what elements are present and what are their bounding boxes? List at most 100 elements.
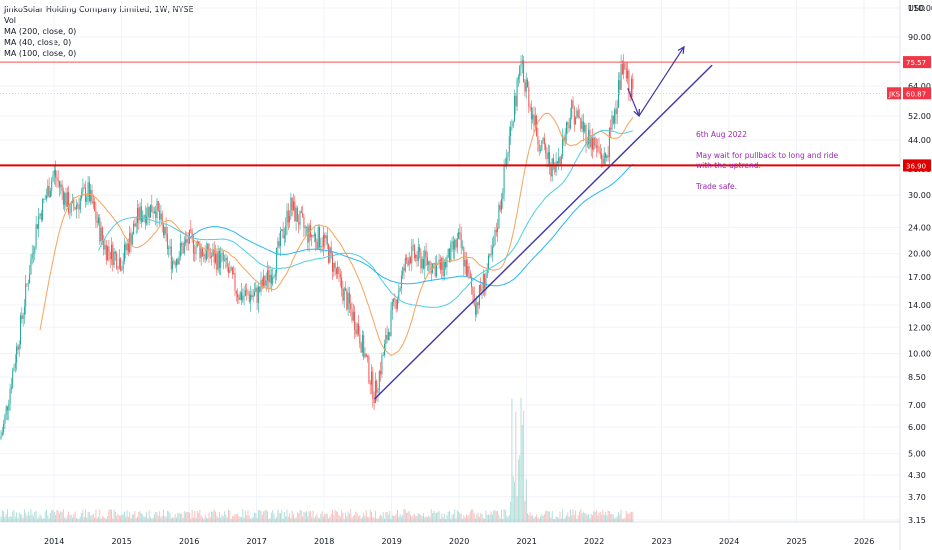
volume-bar <box>592 515 593 522</box>
candle-body <box>26 283 28 285</box>
candle-body <box>64 193 66 205</box>
candle-body <box>601 153 603 160</box>
volume-bar <box>248 515 250 522</box>
candle-body <box>135 223 137 227</box>
volume-bar <box>360 518 362 522</box>
candle-body <box>226 257 228 268</box>
candle-body <box>524 82 526 92</box>
candle-body <box>42 199 44 220</box>
candle-body <box>68 192 70 213</box>
time-tick-label: 2026 <box>854 537 874 546</box>
candle-body <box>126 243 128 251</box>
volume-bar <box>81 512 83 522</box>
volume-bar <box>267 511 268 522</box>
candle-body <box>400 275 402 289</box>
volume-bar <box>576 518 578 522</box>
candle-body <box>363 335 365 358</box>
volume-bar <box>229 510 231 522</box>
indicator-ma100[interactable]: MA (100, close, 0) <box>4 49 77 58</box>
candle-body <box>566 122 567 134</box>
candle-body <box>143 215 145 217</box>
indicator-ma200[interactable]: MA (200, close, 0) <box>4 27 77 36</box>
volume-bar <box>477 512 479 522</box>
candle-body <box>387 332 389 340</box>
volume-bar <box>534 516 536 522</box>
price-tick-label: 20.00 <box>908 250 931 259</box>
volume-bar <box>471 509 473 522</box>
candle-body <box>160 213 162 220</box>
volume-bar <box>194 510 196 522</box>
candle-body <box>316 242 318 249</box>
candle-body <box>352 311 354 321</box>
candle-body <box>169 246 171 249</box>
volume-bar <box>598 512 600 522</box>
volume-bar <box>428 515 430 522</box>
volume-bar <box>342 512 344 522</box>
volume-bar <box>346 516 348 522</box>
candle-body <box>380 371 382 375</box>
volume-bar <box>441 513 443 522</box>
candle-body <box>256 287 258 303</box>
volume-bar <box>135 518 137 522</box>
volume-bar <box>221 514 223 522</box>
volume-bar <box>468 515 470 522</box>
volume-bar <box>47 515 49 522</box>
volume-bar <box>413 513 415 522</box>
volume-bar <box>302 516 304 522</box>
candle-body <box>616 107 618 115</box>
volume-bar <box>493 510 495 522</box>
volume-bar <box>430 509 432 522</box>
volume-bar <box>300 510 302 522</box>
volume-bar <box>55 514 57 522</box>
candle-body <box>161 213 163 225</box>
candle-body <box>607 155 609 158</box>
candle-body <box>322 235 324 247</box>
price-tick-label: 8.50 <box>908 373 926 382</box>
indicator-ma40[interactable]: MA (40, close, 0) <box>4 38 72 47</box>
indicator-vol[interactable]: Vol <box>4 16 16 25</box>
candle-body <box>632 78 634 89</box>
candle-body <box>510 127 512 137</box>
pullback-arrow[interactable] <box>627 88 640 117</box>
volume-bar <box>623 518 625 522</box>
candle-body <box>47 185 49 196</box>
trend-line[interactable] <box>374 64 713 400</box>
candle-body <box>261 279 263 288</box>
candle-body <box>294 201 296 221</box>
candle-body <box>144 215 146 224</box>
volume-bar <box>23 509 25 522</box>
volume-bar <box>137 516 138 522</box>
volume-bar <box>113 509 115 522</box>
candle-body <box>315 234 317 243</box>
volume-bar <box>611 513 613 522</box>
candle-body <box>364 353 366 358</box>
candle-body <box>209 256 211 258</box>
candle-body <box>61 184 63 191</box>
projection-up-arrow[interactable] <box>638 46 685 117</box>
candle-body <box>251 294 253 298</box>
candle-body <box>99 217 101 242</box>
volume-bar <box>406 512 408 522</box>
candle-body <box>359 334 361 344</box>
candle-body <box>319 227 320 248</box>
price-tick-label: 64.00 <box>908 82 931 91</box>
candle-body <box>449 248 450 262</box>
volume-bar <box>369 509 371 522</box>
candle-body <box>472 287 474 295</box>
volume-bar <box>585 513 587 522</box>
projection-up-arrow-head <box>677 45 685 54</box>
volume-bar <box>51 509 53 522</box>
candle-body <box>242 295 244 301</box>
volume-bar <box>228 509 229 522</box>
candle-body <box>339 274 341 278</box>
volume-bar <box>462 518 463 522</box>
volume-bar <box>312 510 314 522</box>
volume-bar <box>69 515 71 522</box>
volume-bar <box>499 518 501 522</box>
volume-bar <box>85 509 86 522</box>
time-tick-label: 2021 <box>517 537 537 546</box>
candle-body <box>580 117 582 129</box>
volume-bar <box>316 513 318 522</box>
candle-body <box>291 197 293 211</box>
